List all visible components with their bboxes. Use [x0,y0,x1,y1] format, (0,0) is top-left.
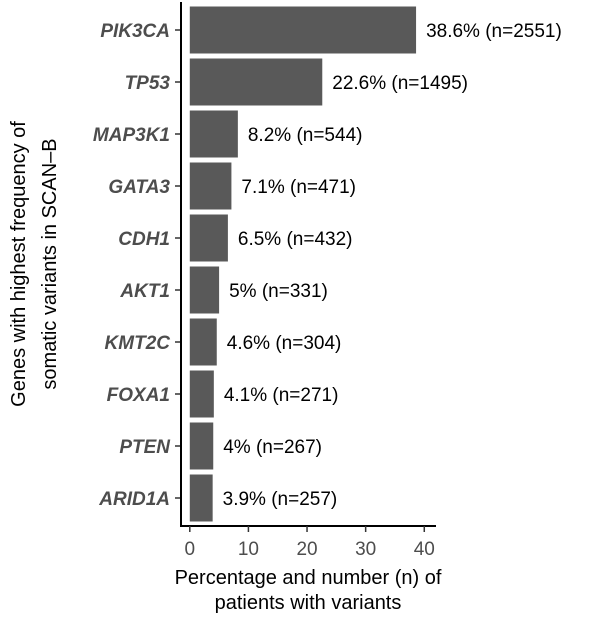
data-label-pten: 4% (n=267) [223,437,322,458]
data-label-cdh1: 6.5% (n=432) [238,229,353,250]
category-label-map3k1: MAP3K1 [93,125,170,146]
x-axis-title-line: patients with variants [215,592,402,614]
bars [189,6,417,522]
x-tick-label: 30 [355,539,376,560]
bar-foxa1 [189,370,214,418]
x-tick-label: 20 [296,539,317,560]
y-axis-title-line: somatic variants in SCAN–B [39,138,61,389]
bar-kmt2c [189,318,217,366]
category-label-arid1a: ARID1A [98,489,170,510]
bar-arid1a [189,474,213,522]
bar-pik3ca [189,6,417,54]
bar-gata3 [189,162,232,210]
data-label-pik3ca: 38.6% (n=2551) [426,21,562,42]
bar-cdh1 [189,214,228,262]
x-axis-ticks: 0 10 20 30 40 [185,526,435,560]
y-axis-title-line: Genes with highest frequency of [8,121,30,407]
bar-map3k1 [189,110,238,158]
x-axis-title-line: Percentage and number (n) of [175,567,442,589]
category-label-foxa1: FOXA1 [107,385,170,406]
category-label-gata3: GATA3 [108,177,170,198]
x-axis-title: Percentage and number (n) of patients wit… [175,567,442,614]
data-label-map3k1: 8.2% (n=544) [248,125,363,146]
category-labels: PIK3CA TP53 MAP3K1 GATA3 CDH1 AKT1 KMT2C FOXA1 P… [93,21,171,510]
x-tick-label: 10 [238,539,259,560]
data-label-foxa1: 4.1% (n=271) [224,385,339,406]
bar-tp53 [189,58,323,106]
data-labels: 38.6% (n=2551) 22.6% (n=1495) 8.2% (n=544)… [223,21,562,510]
category-label-kmt2c: KMT2C [105,333,171,354]
bar-akt1 [189,266,220,314]
category-label-cdh1: CDH1 [118,229,170,250]
category-label-akt1: AKT1 [119,281,170,302]
category-label-pten: PTEN [119,437,171,458]
category-label-tp53: TP53 [125,73,171,94]
data-label-tp53: 22.6% (n=1495) [332,73,468,94]
data-label-gata3: 7.1% (n=471) [241,177,356,198]
data-label-kmt2c: 4.6% (n=304) [227,333,342,354]
bar-pten [189,422,214,470]
category-label-pik3ca: PIK3CA [100,21,170,42]
y-axis-title: Genes with highest frequency of somatic v… [8,121,61,407]
data-label-akt1: 5% (n=331) [229,281,328,302]
x-tick-label: 0 [185,539,196,560]
data-label-arid1a: 3.9% (n=257) [223,489,338,510]
x-tick-label: 40 [414,539,435,560]
